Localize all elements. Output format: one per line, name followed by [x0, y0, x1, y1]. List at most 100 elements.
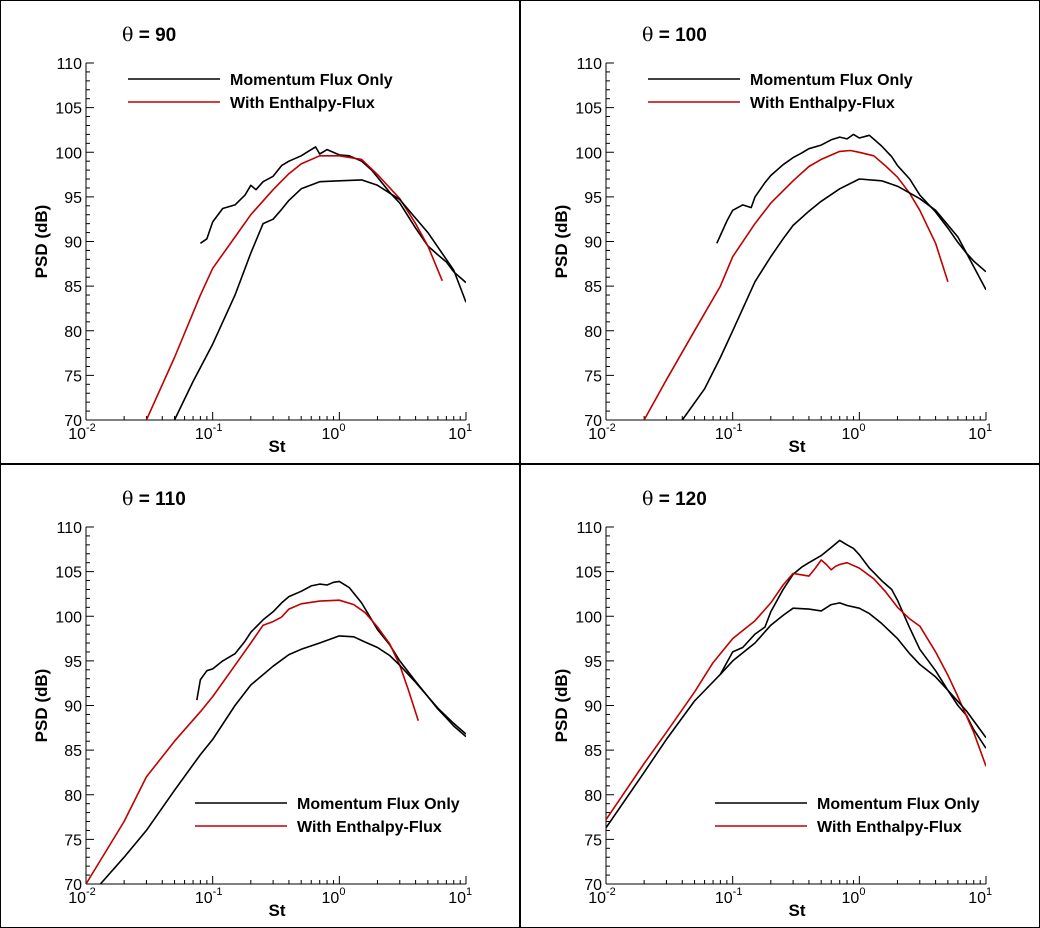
x-tick-label-exponent: 0: [339, 422, 345, 434]
x-tick-label: 10 -1: [195, 886, 223, 907]
legend-label: With Enthalpy-Flux: [750, 95, 895, 112]
y-tick-label: 80: [584, 788, 602, 805]
x-tick-label-base: 10: [322, 426, 340, 443]
x-tick-label: 10 -2: [588, 422, 616, 443]
y-tick-label: 100: [575, 609, 602, 626]
y-tick-label: 90: [584, 699, 602, 716]
legend-label: With Enthalpy-Flux: [817, 819, 962, 836]
x-tick-label-exponent: 0: [859, 886, 865, 898]
series-line: [719, 539, 986, 749]
x-tick-label: 10 0: [322, 886, 346, 907]
series-line: [99, 635, 466, 884]
x-tick-label-exponent: 0: [859, 422, 865, 434]
x-tick-label-exponent: -1: [213, 422, 223, 434]
series-line: [86, 599, 420, 884]
x-tick-label: 10 1: [968, 886, 992, 907]
legend-label: Momentum Flux Only: [230, 72, 393, 89]
panel-title-symbol: θ: [122, 24, 133, 46]
y-tick-label: 90: [64, 699, 82, 716]
x-tick-label-exponent: -1: [733, 886, 743, 898]
panel-title-symbol: θ: [122, 488, 133, 510]
y-tick-label: 95: [64, 654, 82, 671]
x-tick-label: 10 -2: [588, 886, 616, 907]
x-tick-label-exponent: -2: [606, 422, 616, 434]
x-tick-label: 10 0: [842, 886, 866, 907]
panel-title-text: = 110: [133, 489, 185, 510]
x-tick-label-exponent: -2: [86, 422, 96, 434]
x-tick-label: 10 1: [448, 422, 472, 443]
panel-title-text: = 90: [133, 25, 176, 46]
x-tick-label-base: 10: [715, 890, 733, 907]
y-tick-label: 75: [64, 832, 82, 849]
x-tick-label-base: 10: [842, 890, 860, 907]
x-tick-label-base: 10: [68, 426, 86, 443]
y-tick-label: 100: [575, 145, 602, 162]
y-tick-label: 75: [584, 368, 602, 385]
x-tick-label: 10 -2: [68, 422, 96, 443]
x-tick-label: 10 0: [322, 422, 346, 443]
y-tick-label: 70: [64, 877, 82, 894]
y-tick-label: 75: [584, 832, 602, 849]
y-tick-label: 85: [584, 279, 602, 296]
x-tick-label-base: 10: [968, 426, 986, 443]
y-tick-label: 110: [56, 520, 82, 537]
series-line: [643, 149, 949, 420]
panel-title-symbol: θ: [642, 488, 653, 510]
x-tick-label-exponent: 1: [466, 422, 472, 434]
y-tick-label: 110: [56, 56, 82, 73]
y-tick-label: 105: [55, 565, 82, 582]
x-tick-label-base: 10: [968, 890, 986, 907]
chart-panel: 70 75 80 85 90 95 100 105 110 10 -2 10 -1 10 0 10 1 St PSD…: [520, 0, 1040, 464]
x-tick-label-base: 10: [322, 890, 340, 907]
y-tick-label: 75: [64, 368, 82, 385]
y-axis-label: PSD (dB): [552, 669, 571, 743]
y-tick-label: 80: [584, 324, 602, 341]
y-tick-label: 105: [575, 101, 602, 118]
x-tick-label: 10 0: [842, 422, 866, 443]
series-line: [173, 179, 466, 420]
x-tick-label-exponent: -2: [606, 886, 616, 898]
legend-label: Momentum Flux Only: [297, 796, 460, 813]
x-tick-label-base: 10: [68, 890, 86, 907]
y-tick-label: 85: [584, 743, 602, 760]
panel-title: θ = 120: [642, 488, 707, 510]
series-line: [681, 178, 986, 420]
y-axis-label: PSD (dB): [32, 205, 51, 279]
chart-panel: 70 75 80 85 90 95 100 105 110 10 -2 10 -1 10 0 10 1 St PSD…: [0, 464, 520, 928]
x-tick-label-base: 10: [842, 426, 860, 443]
x-axis-label: St: [789, 437, 806, 456]
chart-panel: 70 75 80 85 90 95 100 105 110 10 -2 10 -1 10 0 10 1 St PSD…: [520, 464, 1040, 928]
panel-border: [0, 464, 520, 928]
panel-title: θ = 100: [642, 24, 707, 46]
y-tick-label: 90: [64, 235, 82, 252]
x-tick-label: 10 -1: [715, 422, 743, 443]
y-tick-label: 70: [584, 413, 602, 430]
x-axis-label: St: [269, 437, 286, 456]
x-tick-label-exponent: -1: [213, 886, 223, 898]
y-tick-label: 70: [584, 877, 602, 894]
x-tick-label-base: 10: [448, 426, 466, 443]
x-tick-label-exponent: -2: [86, 886, 96, 898]
panel-title: θ = 90: [122, 24, 176, 46]
x-axis-label: St: [789, 901, 806, 920]
x-tick-label: 10 -1: [715, 886, 743, 907]
y-tick-label: 95: [584, 190, 602, 207]
panel-title: θ = 110: [122, 488, 186, 510]
x-tick-label-base: 10: [195, 426, 213, 443]
y-tick-label: 105: [575, 565, 602, 582]
y-tick-label: 110: [576, 520, 602, 537]
y-tick-label: 100: [55, 145, 82, 162]
panel-title-symbol: θ: [642, 24, 653, 46]
panel-title-text: = 120: [653, 489, 706, 510]
legend-label: Momentum Flux Only: [750, 72, 913, 89]
x-tick-label-exponent: 0: [339, 886, 345, 898]
x-tick-label-exponent: 1: [466, 886, 472, 898]
y-tick-label: 105: [55, 101, 82, 118]
y-tick-label: 100: [55, 609, 82, 626]
x-tick-label-base: 10: [195, 890, 213, 907]
x-tick-label: 10 1: [968, 422, 992, 443]
